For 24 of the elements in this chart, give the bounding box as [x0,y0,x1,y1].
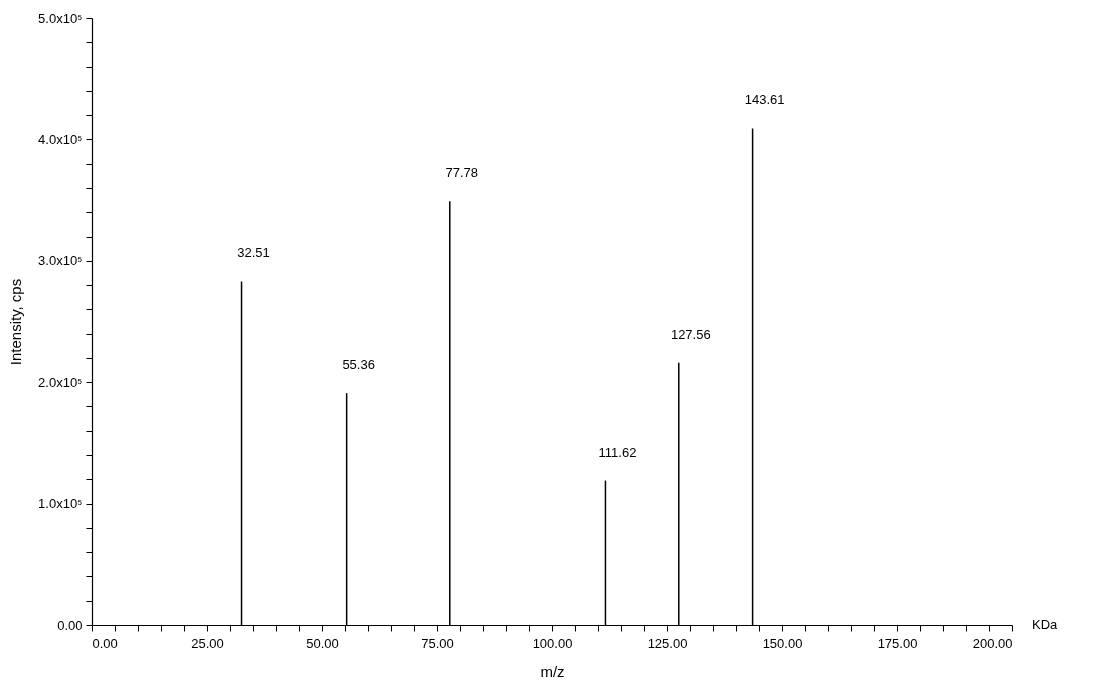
y-tick-label: 3.0x10⁵ [38,253,83,269]
y-tick-label: 4.0x10⁵ [38,131,83,147]
x-tick-label: 0.00 [92,635,118,651]
annotation: 143.61 [744,92,785,108]
annotation: 32.51 [237,245,270,261]
y-tick-label: 1.0x10⁵ [38,496,83,512]
x-axis-title: m/z [540,662,565,680]
x-tick-label: 200.00 [972,635,1013,651]
annotation: 111.62 [598,444,637,460]
y-tick-label: 5.0x10⁵ [38,10,83,26]
y-tick-label: 2.0x10⁵ [38,374,83,390]
y-axis-title: Intensity, cps [7,278,25,366]
x-tick-label: 175.00 [877,635,918,651]
x-tick-label: 100.00 [532,635,573,651]
text: KDa [1032,617,1059,632]
x-tick-label: 150.00 [762,635,803,651]
annotation: 77.78 [445,165,479,181]
annotation: 127.56 [670,326,711,342]
x-tick-label: 50.00 [306,635,339,651]
x-tick-label: 125.00 [647,635,688,651]
x-tick-label: 75.00 [421,635,454,651]
x-tick-label: 25.00 [191,635,224,651]
y-tick-label: 0.00 [57,617,83,633]
annotation: 55.36 [342,357,375,373]
